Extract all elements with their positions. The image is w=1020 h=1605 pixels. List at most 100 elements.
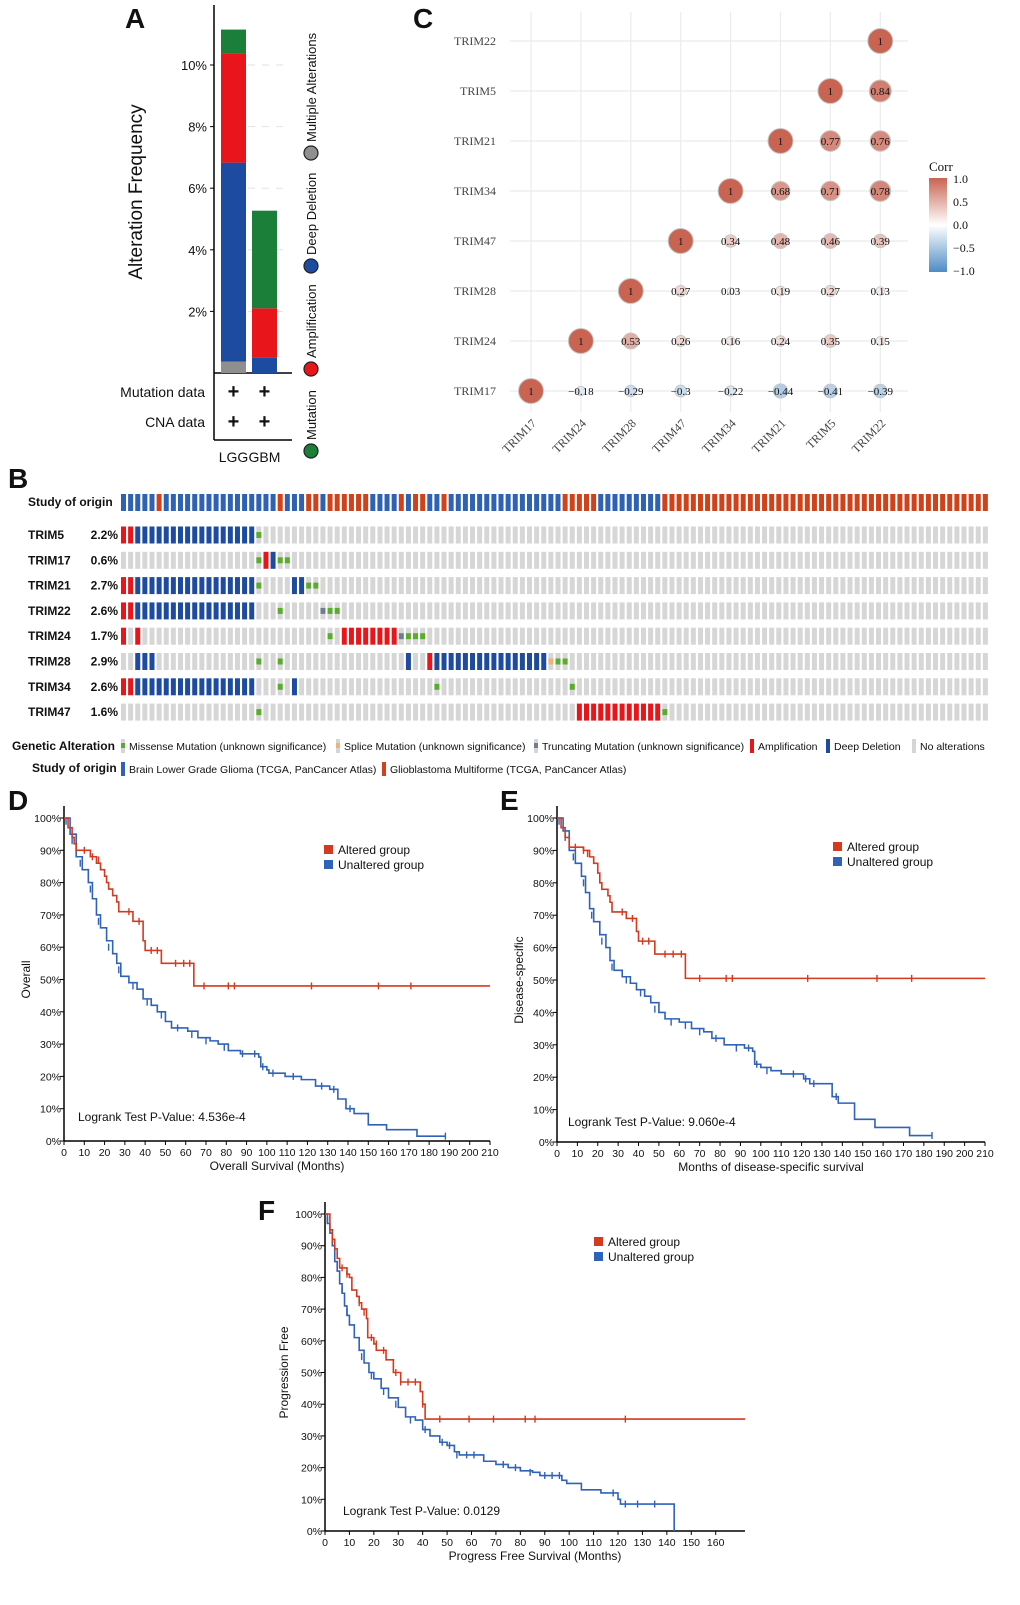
no-alteration-cell	[811, 703, 817, 721]
bar-segment-lgg-deep_deletion	[221, 162, 246, 362]
no-alteration-cell	[804, 602, 810, 620]
no-alteration-cell	[819, 627, 825, 645]
no-alteration-cell	[619, 526, 625, 544]
no-alteration-cell	[833, 526, 839, 544]
no-alteration-cell	[655, 526, 661, 544]
deep-deletion-cell	[234, 602, 240, 620]
no-alteration-cell	[747, 602, 753, 620]
no-alteration-cell	[370, 703, 376, 721]
no-alteration-cell	[669, 577, 675, 595]
deep-deletion-cell	[149, 678, 155, 696]
no-alteration-cell	[697, 526, 703, 544]
no-alteration-cell	[413, 577, 419, 595]
no-alteration-cell	[598, 627, 604, 645]
no-alteration-cell	[256, 602, 262, 620]
no-alteration-cell	[519, 627, 525, 645]
no-alteration-cell	[527, 577, 533, 595]
no-alteration-cell	[391, 678, 397, 696]
no-alteration-cell	[876, 602, 882, 620]
no-alteration-cell	[484, 678, 490, 696]
deep-deletion-cell	[177, 526, 183, 544]
no-alteration-cell	[733, 653, 739, 670]
no-alteration-cell	[883, 653, 889, 670]
colorbar-tick-label: 0.0	[953, 218, 968, 232]
no-alteration-cell	[854, 653, 860, 670]
study-cell-gbm	[662, 494, 668, 511]
no-alteration-cell	[427, 703, 433, 721]
x-tick-label: 30	[392, 1537, 404, 1549]
column-label: TRIM5	[803, 416, 838, 451]
no-alteration-cell	[961, 551, 967, 569]
no-alteration-cell	[391, 577, 397, 595]
no-alteration-cell	[391, 653, 397, 670]
study-cell-gbm	[420, 494, 426, 511]
no-alteration-cell	[925, 526, 931, 544]
no-alteration-cell	[591, 551, 597, 569]
no-alteration-cell	[740, 703, 746, 721]
no-alteration-cell	[370, 551, 376, 569]
x-tick-label: 60	[466, 1537, 478, 1549]
no-alteration-cell	[954, 678, 960, 696]
no-alteration-cell	[370, 602, 376, 620]
no-alteration-cell	[626, 653, 632, 670]
no-alteration-cell	[733, 678, 739, 696]
no-alteration-cell	[797, 551, 803, 569]
no-alteration-cell	[961, 526, 967, 544]
x-tick-label: 100	[752, 1148, 770, 1160]
no-alteration-cell	[270, 627, 276, 645]
no-alteration-cell	[783, 551, 789, 569]
panel-label-b: B	[8, 463, 28, 494]
plus-mark: +	[228, 411, 240, 433]
no-alteration-cell	[648, 653, 654, 670]
no-alteration-cell	[619, 551, 625, 569]
x-tick-label: 140	[339, 1147, 357, 1159]
no-alteration-cell	[826, 627, 832, 645]
no-alteration-cell	[961, 602, 967, 620]
no-alteration-cell	[156, 627, 162, 645]
no-alteration-cell	[341, 577, 347, 595]
x-tick-label: 80	[515, 1537, 527, 1549]
deep-deletion-cell	[142, 602, 148, 620]
no-alteration-cell	[954, 602, 960, 620]
deep-deletion-cell	[135, 678, 141, 696]
no-alteration-cell	[940, 627, 946, 645]
no-alteration-cell	[655, 678, 661, 696]
no-alteration-cell	[797, 602, 803, 620]
legend-swatch-altered	[594, 1237, 603, 1246]
deep-deletion-cell	[206, 602, 212, 620]
no-alteration-cell	[861, 551, 867, 569]
no-alteration-cell	[683, 551, 689, 569]
no-alteration-cell	[833, 627, 839, 645]
no-alteration-cell	[961, 627, 967, 645]
logrank-pvalue: Logrank Test P-Value: 4.536e-4	[78, 1110, 246, 1124]
gene-alteration-pct: 2.6%	[91, 680, 119, 694]
x-tick-label: 150	[360, 1147, 378, 1159]
study-cell-gbm	[883, 494, 889, 511]
no-alteration-cell	[313, 678, 319, 696]
no-alteration-cell	[455, 551, 461, 569]
no-alteration-cell	[562, 526, 568, 544]
no-alteration-cell	[840, 602, 846, 620]
no-alteration-cell	[512, 627, 518, 645]
study-cell-lgg	[455, 494, 461, 511]
study-cell-lgg	[405, 494, 411, 511]
no-alteration-cell	[762, 577, 768, 595]
deep-deletion-cell	[170, 678, 176, 696]
no-alteration-cell	[662, 678, 668, 696]
no-alteration-cell	[284, 627, 290, 645]
no-alteration-cell	[291, 627, 297, 645]
no-alteration-cell	[334, 551, 340, 569]
column-label: TRIM17	[500, 416, 540, 456]
no-alteration-cell	[640, 678, 646, 696]
no-alteration-cell	[405, 602, 411, 620]
no-alteration-cell	[662, 577, 668, 595]
deep-deletion-cell	[192, 678, 198, 696]
no-alteration-cell	[712, 627, 718, 645]
no-alteration-cell	[234, 703, 240, 721]
no-alteration-cell	[341, 653, 347, 670]
y-tick-label: 40%	[40, 1007, 61, 1019]
x-tick-label: 200	[956, 1148, 974, 1160]
deep-deletion-cell	[249, 678, 255, 696]
no-alteration-cell	[883, 602, 889, 620]
no-alteration-cell	[683, 653, 689, 670]
